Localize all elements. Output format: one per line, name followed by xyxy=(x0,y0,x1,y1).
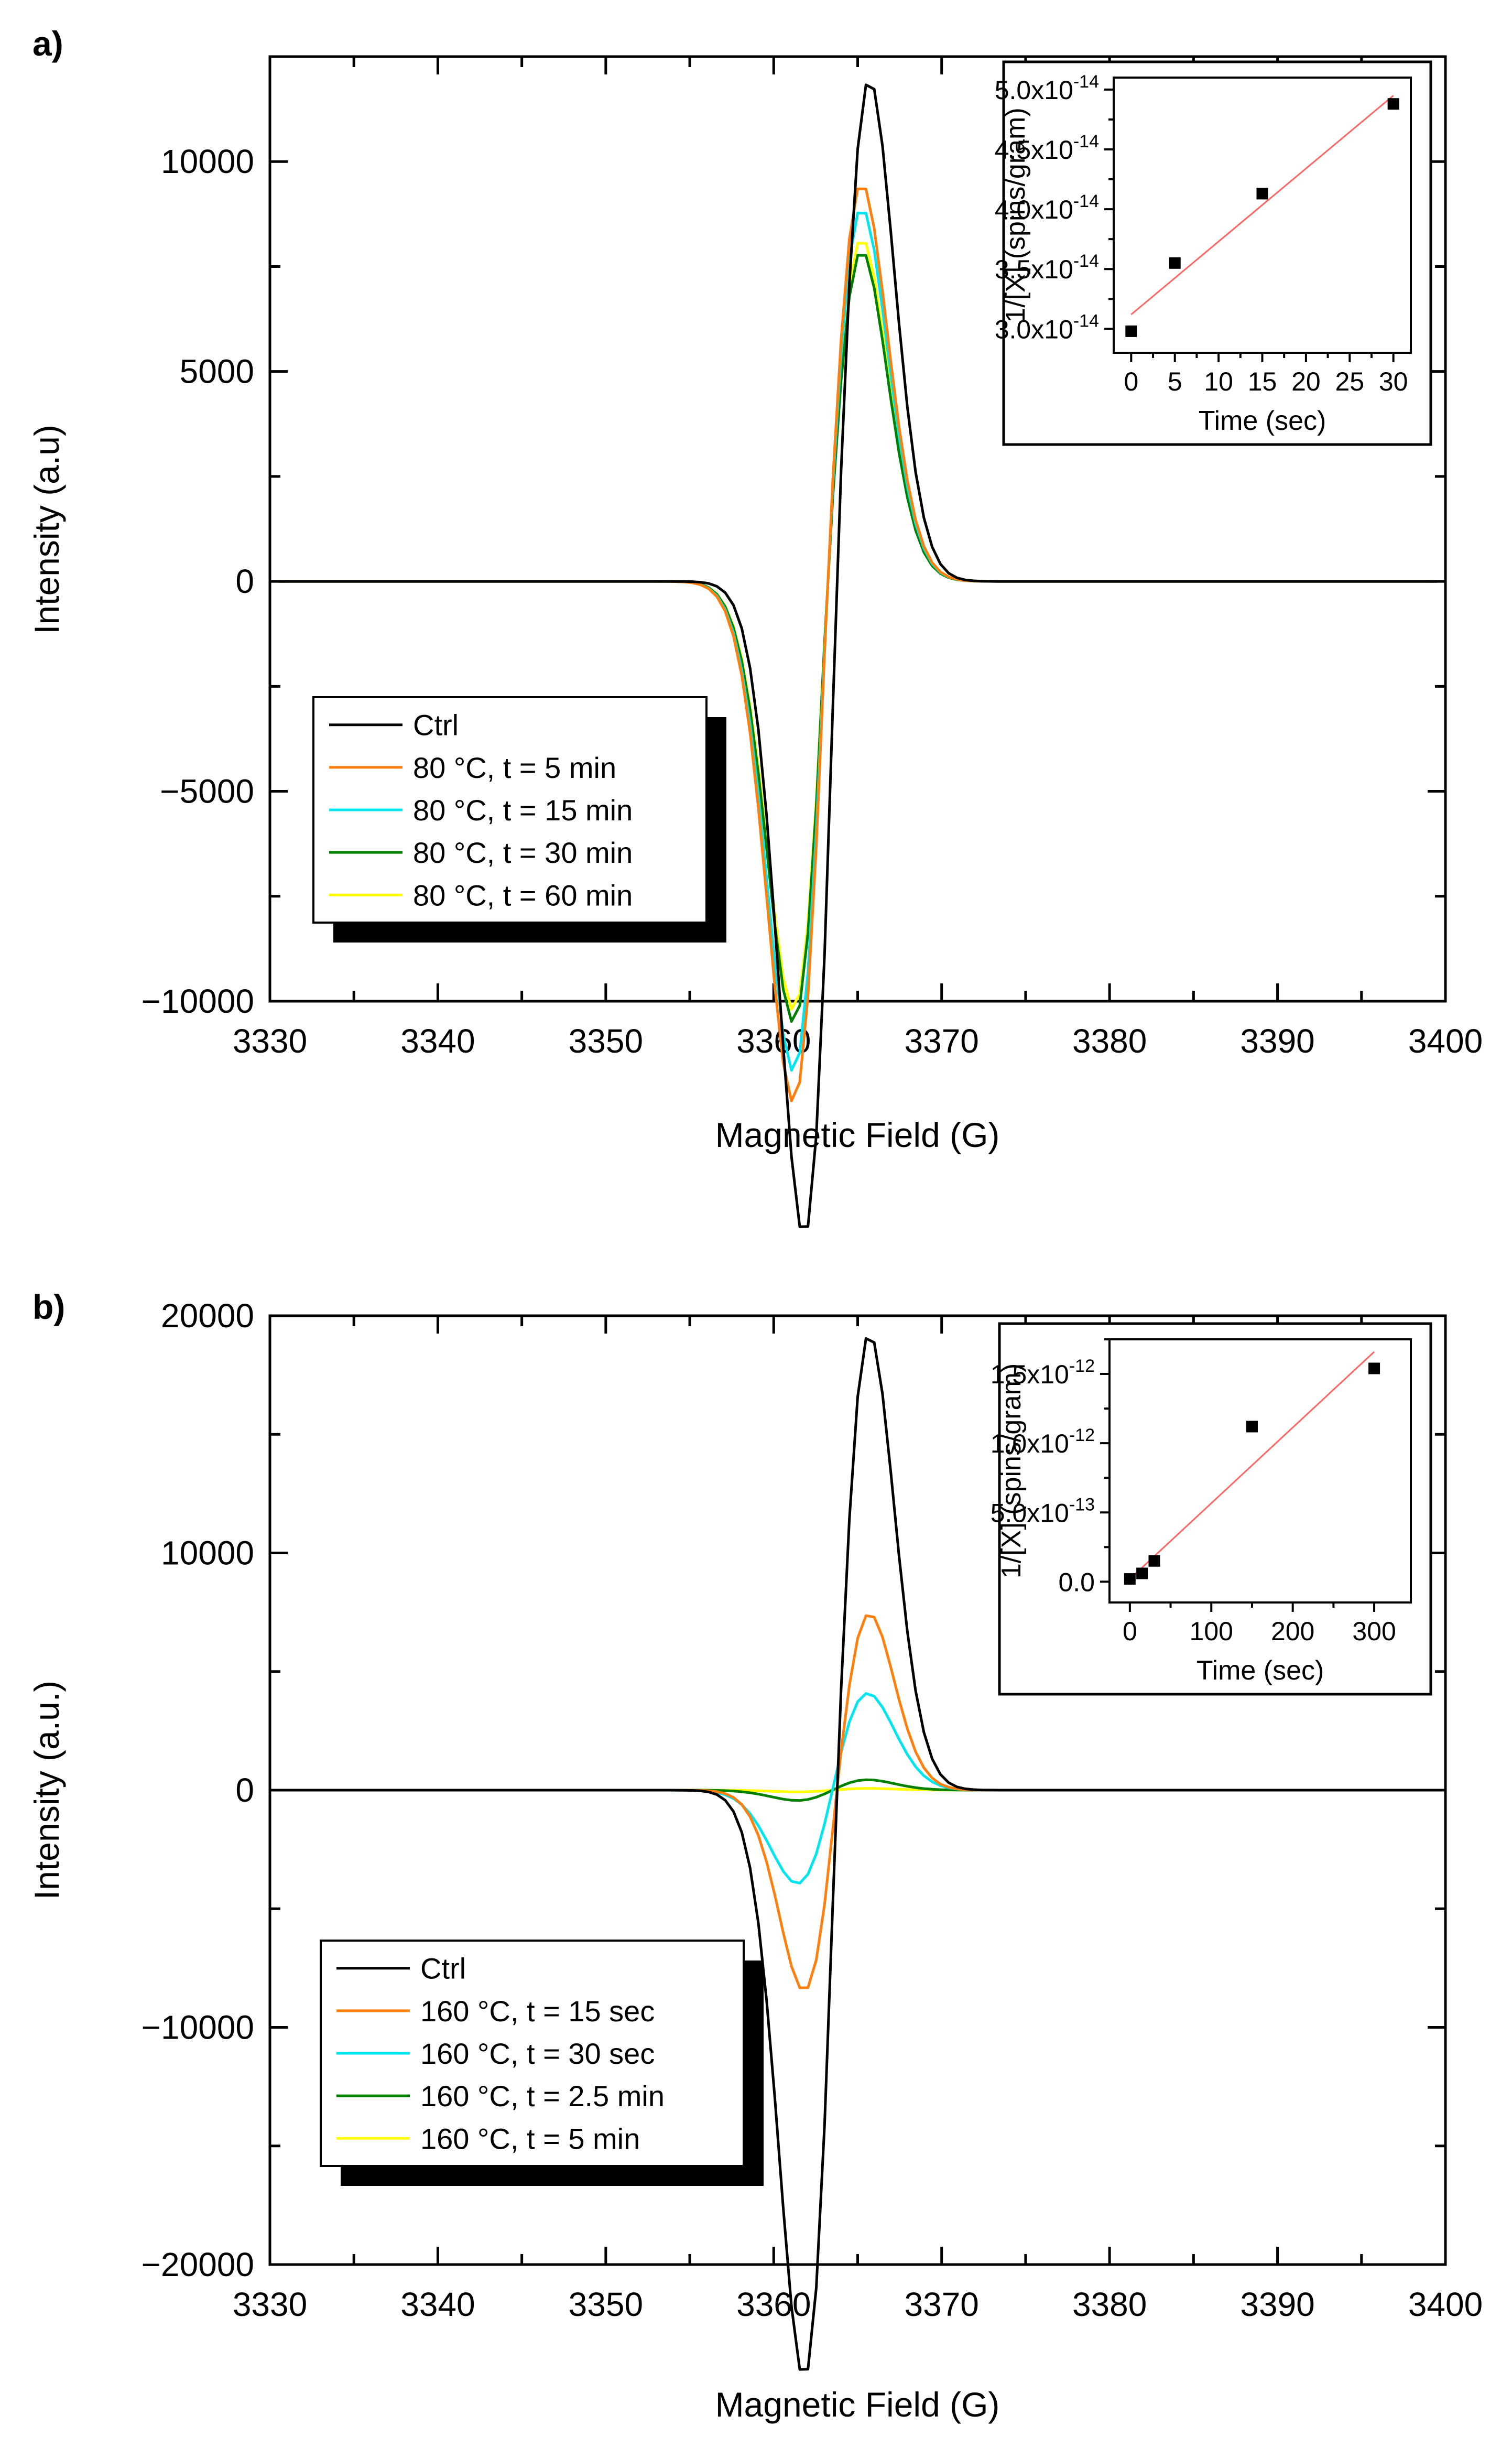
chart-b-inset-y-tick-label: 1.5x10-12 xyxy=(991,1356,1095,1389)
panel-b-label: b) xyxy=(32,1287,65,1326)
chart-a-inset-y-tick-label: 4.0x10-14 xyxy=(995,191,1099,224)
chart-a-inset-x-axis-title: Time (sec) xyxy=(1199,406,1326,436)
chart-b-x-axis-title: Magnetic Field (G) xyxy=(715,2385,1000,2424)
chart-a-x-tick-label: 3350 xyxy=(569,1022,643,1060)
chart-a-x-axis-title: Magnetic Field (G) xyxy=(715,1115,1000,1154)
chart-a-x-tick-label: 3390 xyxy=(1240,1022,1314,1060)
chart-b-legend-label-4: 160 °C, t = 2.5 min xyxy=(420,2079,665,2113)
chart-a-y-axis-title: Intensity (a.u) xyxy=(27,425,66,634)
chart-b-inset-data-point-5 xyxy=(1368,1362,1380,1374)
chart-b-inset-border xyxy=(998,1322,1432,1696)
chart-a-inset-x-tick-label: 15 xyxy=(1248,367,1277,396)
chart-a-inset-x-tick-label: 30 xyxy=(1379,367,1408,396)
chart-a-legend-label-3: 80 °C, t = 15 min xyxy=(413,794,633,827)
chart-a-inset-y-tick-label: 5.0x10-14 xyxy=(995,72,1099,105)
chart-b-y-tick-label: 10000 xyxy=(161,1534,254,1572)
chart-b-inset-data-point-2 xyxy=(1136,1567,1148,1579)
chart-b-inset-data-point-4 xyxy=(1246,1421,1258,1433)
chart-a-x-tick-label: 3380 xyxy=(1072,1022,1147,1060)
chart-a-y-tick-label: −10000 xyxy=(142,982,254,1020)
chart-a-inset-y-tick-label: 3.5x10-14 xyxy=(995,251,1099,284)
chart-b-x-tick-label: 3360 xyxy=(736,2286,811,2323)
chart-a-x-tick-label: 3400 xyxy=(1408,1022,1483,1060)
chart-b-inset-y-tick-label: 0.0 xyxy=(1058,1567,1095,1597)
chart-a-y-tick-label: 5000 xyxy=(180,353,254,391)
chart-b-inset-fit-line xyxy=(1129,1351,1375,1580)
chart-a-inset-x-tick-label: 5 xyxy=(1168,367,1182,396)
chart-a-inset-y-tick-label: 3.0x10-14 xyxy=(995,311,1099,344)
chart-a-x-tick-label: 3370 xyxy=(905,1022,979,1060)
chart-a-inset-data-point-4 xyxy=(1387,98,1399,110)
panel-a-label: a) xyxy=(32,24,63,63)
chart-a-legend-label-1: Ctrl xyxy=(413,709,459,742)
chart-a: 3330 3340 3350 3360 3370 3380 3390 3400−10000−5… xyxy=(27,55,1483,1228)
chart-a-y-tick-label: 0 xyxy=(235,562,254,600)
chart-b-inset-x-axis-title: Time (sec) xyxy=(1196,1655,1324,1686)
chart-b: 3330 3340 3350 3360 3370 3380 3390 3400 −20000 −1… xyxy=(27,1297,1483,2424)
chart-a-inset-x-tick-label: 10 xyxy=(1204,367,1233,396)
chart-b-x-tick-label: 3400 xyxy=(1408,2286,1483,2323)
chart-a-series-line-1 xyxy=(278,83,1437,1228)
chart-a-inset-data-point-2 xyxy=(1169,257,1181,269)
chart-b-inset-x-tick-label: 300 xyxy=(1352,1617,1396,1646)
chart-b-inset-y-axis-title: 1/[X] (spins/gram) xyxy=(996,1363,1027,1578)
chart-b-legend-label-5: 160 °C, t = 5 min xyxy=(420,2122,640,2155)
chart-a-inset-data-point-1 xyxy=(1125,325,1137,337)
chart-b-inset-y-tick-label: 5.0x10-13 xyxy=(991,1494,1095,1528)
chart-b-y-tick-label: 20000 xyxy=(161,1297,254,1335)
chart-b-y-axis-title: Intensity (a.u.) xyxy=(27,1681,66,1900)
chart-a-y-tick-label: 10000 xyxy=(161,143,254,180)
chart-b-x-tick-label: 3370 xyxy=(905,2286,979,2323)
chart-a-inset-x-tick-label: 20 xyxy=(1291,367,1321,396)
chart-b-series-line-1 xyxy=(278,1337,1437,2371)
chart-b-legend-label-3: 160 °C, t = 30 sec xyxy=(420,2037,655,2070)
chart-b-inset-x-tick-label: 200 xyxy=(1271,1617,1314,1646)
chart-a-inset-data-point-3 xyxy=(1256,188,1268,200)
chart-a-legend-label-4: 80 °C, t = 30 min xyxy=(413,836,633,869)
chart-a-y-tick-label: −5000 xyxy=(160,773,254,810)
chart-b-inset-x-tick-label: 100 xyxy=(1190,1617,1233,1646)
chart-b-x-tick-label: 3340 xyxy=(400,2286,475,2323)
chart-a-inset-x-tick-label: 25 xyxy=(1335,367,1364,396)
chart-a-inset-y-axis-title: 1/[X] (spins/gram) xyxy=(1000,107,1031,322)
chart-b-legend-label-2: 160 °C, t = 15 sec xyxy=(420,1995,655,2028)
chart-a-legend-label-2: 80 °C, t = 5 min xyxy=(413,751,616,784)
chart-b-inset-data-point-1 xyxy=(1124,1573,1136,1585)
chart-b-inset-y-tick-label: 1.0x10-12 xyxy=(991,1425,1095,1458)
chart-a-inset-y-tick-label: 4.5x10-14 xyxy=(995,132,1099,165)
chart-a-inset-fit-line xyxy=(1130,95,1394,316)
chart-a-x-tick-label: 3340 xyxy=(400,1022,475,1060)
chart-a-inset-x-tick-label: 0 xyxy=(1124,367,1138,396)
chart-b-inset-x-tick-label: 0 xyxy=(1123,1617,1137,1646)
chart-b-x-tick-label: 3390 xyxy=(1240,2286,1314,2323)
chart-b-y-tick-label: 0 xyxy=(235,1771,254,1809)
chart-b-x-tick-label: 3380 xyxy=(1072,2286,1147,2323)
chart-a-legend-label-5: 80 °C, t = 60 min xyxy=(413,879,633,912)
chart-a-inset-border xyxy=(1002,60,1432,446)
chart-a-x-tick-label: 3330 xyxy=(233,1022,307,1060)
chart-b-inset-plot-frame xyxy=(1108,1338,1412,1604)
chart-b-y-tick-label: −10000 xyxy=(142,2009,254,2046)
chart-b-x-tick-label: 3350 xyxy=(569,2286,643,2323)
chart-b-legend-label-1: Ctrl xyxy=(420,1952,466,1985)
chart-b-x-tick-label: 3330 xyxy=(233,2286,307,2323)
chart-b-inset-data-point-3 xyxy=(1148,1555,1160,1567)
chart-b-y-tick-label: −20000 xyxy=(142,2246,254,2283)
